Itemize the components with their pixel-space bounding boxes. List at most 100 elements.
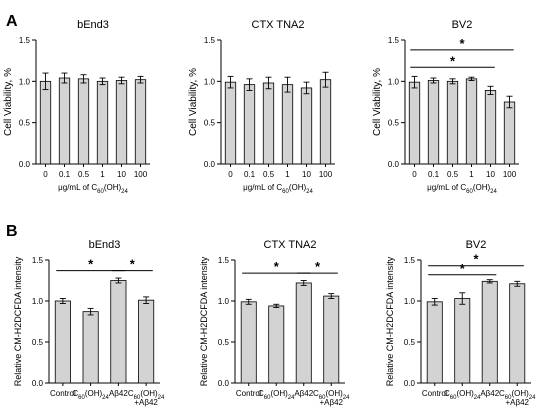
significance-star: *	[473, 252, 479, 267]
x-tick-label-main: Control	[236, 389, 262, 398]
x-tick-label-line2: +Aβ42	[505, 398, 529, 407]
x-tick-label-mid: (OH)	[511, 389, 529, 398]
y-axis-label: Relative CM-H2DCFDA intensity	[199, 256, 209, 386]
x-tick-label-mid: (OH)	[456, 389, 474, 398]
x-tick-label-mid: (OH)	[140, 389, 158, 398]
x-tick-label: 10	[117, 170, 126, 179]
significance-star: *	[274, 259, 280, 274]
chart-title: CTX TNA2	[252, 19, 305, 31]
bar	[115, 80, 128, 165]
bar	[481, 280, 498, 384]
bar	[77, 78, 90, 165]
x-tick-label: C60(OH)24	[313, 389, 350, 401]
x-tick-label-main: C	[128, 389, 134, 398]
x-axis-label-sub1: 60	[97, 189, 104, 195]
y-tick-label: 1.0	[404, 297, 416, 306]
x-tick-label: C60(OH)24	[499, 389, 536, 401]
y-tick-label: 0.0	[404, 379, 416, 388]
chart-title: bEnd3	[77, 19, 109, 31]
significance-star: *	[88, 257, 94, 272]
x-tick-label-sub1: 60	[264, 395, 271, 401]
bar	[54, 300, 71, 384]
x-tick-label: Aβ42	[480, 389, 499, 398]
y-tick-label: 0.0	[32, 379, 44, 388]
y-tick-label: 0.0	[388, 160, 400, 169]
significance-star: *	[130, 257, 136, 272]
x-tick-label-main: 1	[285, 170, 290, 179]
x-axis-label-sub2: 24	[121, 189, 128, 195]
panel-label-b: B	[6, 223, 18, 240]
x-tick-label: 0.5	[447, 170, 459, 179]
x-tick-label: 0	[228, 170, 233, 179]
x-tick-label-sub2: 24	[343, 395, 350, 401]
x-tick-label-sub2: 24	[158, 395, 165, 401]
x-axis-label: μg/mL of C60(OH)24	[243, 183, 313, 195]
y-tick-label: 1.5	[204, 36, 216, 45]
x-axis-label-main: μg/mL of C	[58, 183, 97, 192]
x-tick-label-main: C	[313, 389, 319, 398]
y-tick-label: 0.5	[32, 338, 44, 347]
y-tick-label: 0.5	[218, 338, 230, 347]
x-tick-label-main: Aβ42	[294, 389, 313, 398]
x-tick-label-main: 10	[117, 170, 126, 179]
bar	[224, 81, 237, 165]
x-tick-label-sub1: 60	[319, 395, 326, 401]
x-tick-label: 0.5	[78, 170, 90, 179]
bar	[262, 82, 275, 165]
bar	[503, 101, 516, 165]
x-axis-label-sub1: 60	[282, 189, 289, 195]
bar	[484, 90, 497, 165]
y-tick-label: 0.5	[404, 338, 416, 347]
x-axis-label-main: μg/mL of C	[427, 183, 466, 192]
x-tick-label-main: 0.5	[263, 170, 275, 179]
x-tick-label-main: 0.1	[244, 170, 256, 179]
chart-4: bEnd3 0.0 0.5 1.0 1.5 Relative CM-H2DCFDA int…	[13, 239, 165, 407]
x-tick-label: 10	[302, 170, 311, 179]
x-tick-label-main: 0.1	[59, 170, 71, 179]
chart-3: BV2 0.0 0.5 1.0 1.5 Cell Viability, % 0 0.1 0.5 1…	[372, 19, 519, 195]
panel-label-a: A	[6, 13, 18, 30]
bar	[323, 295, 340, 384]
x-tick-label-main: 10	[302, 170, 311, 179]
bar	[58, 77, 71, 165]
significance-star: *	[460, 261, 466, 276]
bar	[300, 87, 313, 165]
x-tick-label-main: C	[258, 389, 264, 398]
bar	[454, 298, 471, 384]
x-tick-label: Aβ42	[109, 389, 128, 398]
x-tick-label: 0.1	[428, 170, 440, 179]
y-tick-label: 1.5	[388, 36, 400, 45]
y-tick-label: 1.5	[19, 36, 31, 45]
x-tick-label-main: 0	[228, 170, 233, 179]
bar	[427, 80, 440, 165]
x-tick-label-main: 1	[100, 170, 105, 179]
x-tick-label-line2: +Aβ42	[134, 398, 158, 407]
chart-5: CTX TNA2 0.0 0.5 1.0 1.5 Relative CM-H2DCFDA …	[199, 239, 350, 407]
y-tick-label: 1.5	[404, 256, 416, 265]
x-tick-label: Aβ42	[294, 389, 313, 398]
x-tick-label-main: 10	[486, 170, 495, 179]
bar	[509, 283, 526, 384]
y-tick-label: 1.0	[19, 77, 31, 86]
x-tick-label: C60(OH)24	[128, 389, 165, 401]
y-tick-label: 1.5	[218, 256, 230, 265]
bar	[446, 80, 459, 165]
x-axis-label-sub1: 60	[466, 189, 473, 195]
x-tick-label-main: 0.5	[447, 170, 459, 179]
significance-star: *	[315, 259, 321, 274]
x-tick-label: 10	[486, 170, 495, 179]
chart-title: BV2	[452, 19, 473, 31]
x-tick-label-main: 0.1	[428, 170, 440, 179]
bar	[268, 305, 285, 384]
x-tick-label: Control	[422, 389, 448, 398]
x-tick-label: 1	[469, 170, 474, 179]
x-tick-label-main: Control	[50, 389, 76, 398]
bar	[281, 84, 294, 165]
x-tick-label: 100	[319, 170, 333, 179]
x-tick-label: 100	[134, 170, 148, 179]
x-tick-label: 1	[100, 170, 105, 179]
y-axis-label: Relative CM-H2DCFDA intensity	[385, 256, 395, 386]
y-tick-label: 0.0	[19, 160, 31, 169]
